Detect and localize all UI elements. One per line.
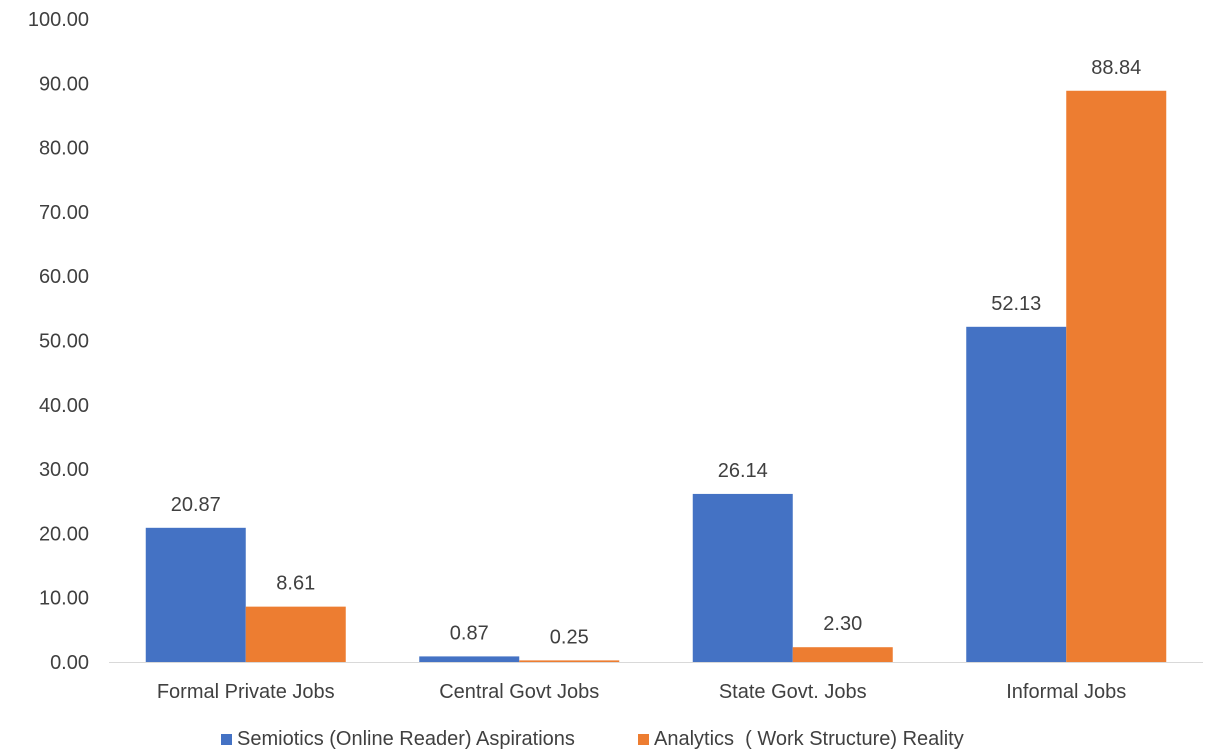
bar [792,647,893,662]
data-label: 26.14 [718,460,768,482]
legend-label: Semiotics (Online Reader) Aspirations [237,728,575,750]
bar [1066,90,1167,663]
bar [692,493,793,662]
x-tick-label: Formal Private Jobs [157,681,335,703]
data-label: 20.87 [171,494,221,516]
bars [145,90,1167,663]
y-axis: 0.00 10.00 20.00 30.00 40.00 50.00 60.00 70.00 8… [28,9,89,674]
data-label: 2.30 [823,613,862,635]
y-tick-label: 90.00 [39,73,89,95]
x-tick-label: Informal Jobs [1006,681,1126,703]
y-tick-label: 30.00 [39,459,89,481]
data-label: 0.87 [450,622,489,644]
y-tick-label: 40.00 [39,395,89,417]
legend: Semiotics (Online Reader) Aspirations Ana… [221,728,964,750]
x-axis: Formal Private Jobs Central Govt Jobs Stat… [109,662,1203,703]
data-labels: 20.87 8.61 0.87 0.25 26.14 2.30 52.13 88.84 [171,57,1142,649]
bar [519,660,620,662]
x-tick-label: State Govt. Jobs [719,681,867,703]
y-tick-label: 80.00 [39,138,89,160]
y-tick-label: 20.00 [39,523,89,545]
legend-label: Analytics ( Work Structure) Reality [654,728,964,750]
bar [419,656,520,662]
data-label: 52.13 [991,293,1041,315]
y-tick-label: 70.00 [39,202,89,224]
y-tick-label: 0.00 [50,652,89,674]
y-tick-label: 10.00 [39,588,89,610]
data-label: 0.25 [550,626,589,648]
legend-swatch [638,734,649,745]
bar [245,606,346,662]
data-label: 88.84 [1091,57,1141,79]
y-tick-label: 50.00 [39,331,89,353]
y-tick-label: 60.00 [39,266,89,288]
bar [966,326,1067,662]
bar [145,527,246,662]
y-tick-label: 100.00 [28,9,89,31]
legend-swatch [221,734,232,745]
data-label: 8.61 [276,573,315,595]
x-tick-label: Central Govt Jobs [439,681,599,703]
